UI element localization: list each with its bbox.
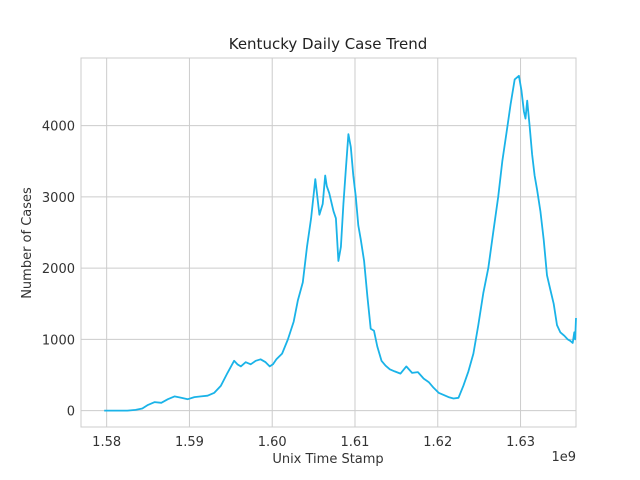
chart-title: Kentucky Daily Case Trend bbox=[229, 35, 428, 53]
plot-frame bbox=[80, 57, 577, 428]
y-axis-label: Number of Cases bbox=[20, 187, 35, 299]
x-tick-labels: 1.58 1.59 1.60 1.61 1.62 1.63 bbox=[92, 435, 535, 450]
y-tick-label: 0 bbox=[67, 405, 75, 420]
daily-cases-line bbox=[104, 74, 577, 412]
y-tick-label: 3000 bbox=[42, 191, 75, 206]
x-tick-label: 1.59 bbox=[175, 435, 204, 450]
x-tick-label: 1.58 bbox=[92, 435, 121, 450]
series-layer bbox=[104, 74, 577, 412]
y-tick-label: 1000 bbox=[42, 333, 75, 348]
x-axis-offset-text: 1e9 bbox=[551, 450, 576, 465]
grid-lines bbox=[81, 58, 576, 427]
y-tick-label: 2000 bbox=[42, 262, 75, 277]
x-tick-label: 1.62 bbox=[423, 435, 452, 450]
x-tick-label: 1.63 bbox=[506, 435, 535, 450]
x-tick-label: 1.61 bbox=[341, 435, 370, 450]
x-axis-label: Unix Time Stamp bbox=[272, 452, 383, 467]
x-tick-label: 1.60 bbox=[258, 435, 287, 450]
y-tick-labels: 0 1000 2000 3000 4000 bbox=[42, 120, 75, 420]
y-tick-label: 4000 bbox=[42, 120, 75, 135]
